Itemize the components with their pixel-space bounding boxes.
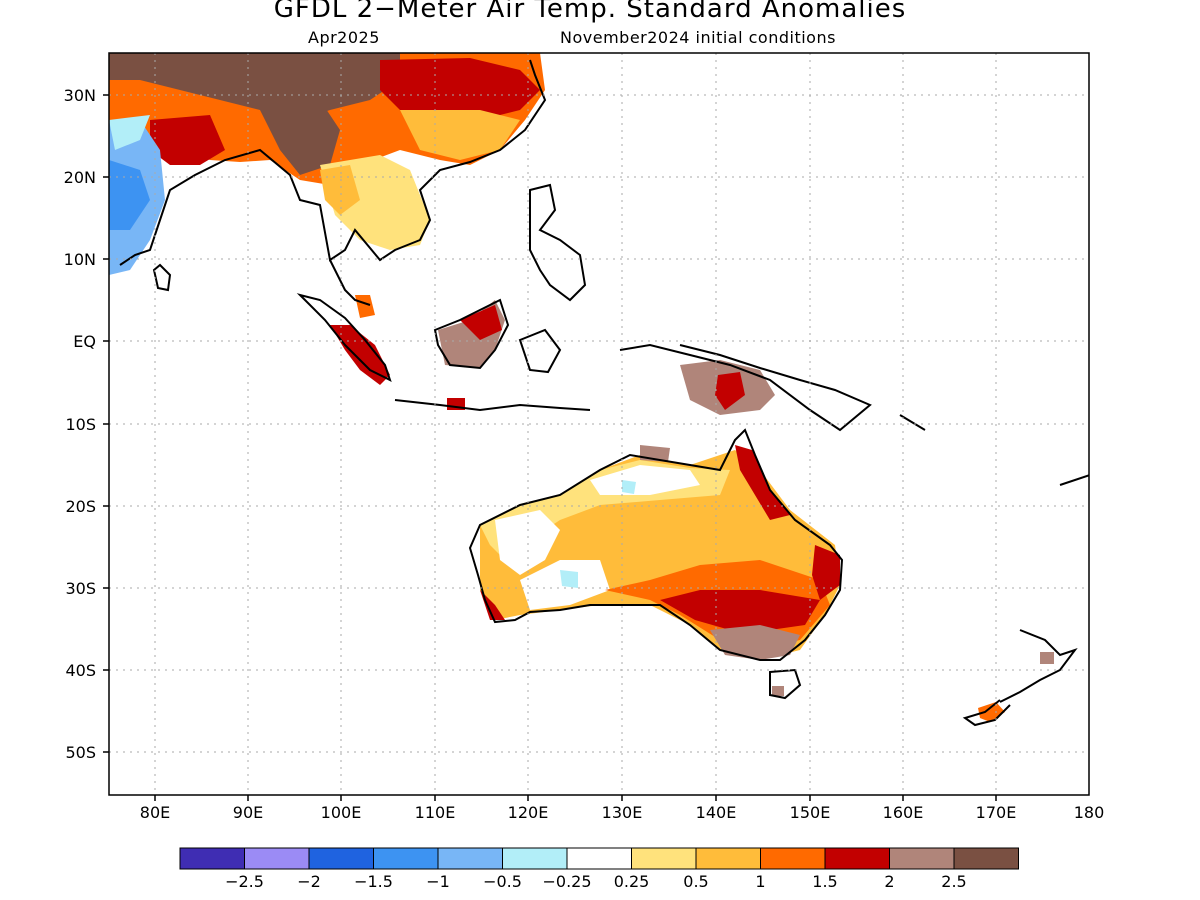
lon-label: 90E [232, 803, 264, 822]
lat-label: 30N [63, 86, 96, 105]
colorbar-swatch [695, 847, 761, 870]
colorbar-swatch [373, 847, 439, 870]
lon-label: 120E [507, 803, 549, 822]
colorbar-label: 2 [884, 872, 895, 891]
colorbar-label: 1 [755, 872, 766, 891]
colorbar [179, 847, 1019, 870]
lon-label: 160E [882, 803, 924, 822]
colorbar-label: 2.5 [941, 872, 967, 891]
colorbar-swatch [889, 847, 955, 870]
colorbar-swatch [566, 847, 632, 870]
colorbar-swatch [824, 847, 890, 870]
lon-label: 180 [1073, 803, 1105, 822]
colorbar-label: −0.5 [483, 872, 522, 891]
colorbar-label: 1.5 [812, 872, 838, 891]
coastlines [119, 59, 1089, 727]
lon-label: 110E [414, 803, 456, 822]
colorbar-label: 0.25 [613, 872, 650, 891]
colorbar-swatch [244, 847, 310, 870]
lat-label: 10N [63, 250, 96, 269]
lat-label: EQ [73, 332, 96, 351]
lat-label: 10S [65, 415, 96, 434]
lon-label: 130E [601, 803, 643, 822]
lon-label: 150E [789, 803, 831, 822]
target-month: Apr2025 [308, 28, 380, 47]
colorbar-label: −0.25 [542, 872, 592, 891]
colorbar-swatch [502, 847, 568, 870]
lat-label: 30S [65, 579, 96, 598]
colorbar-swatch [760, 847, 826, 870]
colorbar-label: −1.5 [354, 872, 393, 891]
colorbar-label: −2.5 [225, 872, 264, 891]
colorbar-label: −2 [297, 872, 321, 891]
colorbar-swatch [437, 847, 503, 870]
lon-label: 100E [320, 803, 362, 822]
colorbar-label: 0.5 [683, 872, 709, 891]
colorbar-label: −1 [426, 872, 450, 891]
lon-label: 80E [139, 803, 171, 822]
lat-label: 20N [63, 168, 96, 187]
colorbar-swatch [631, 847, 697, 870]
lat-label: 40S [65, 661, 96, 680]
map-title: GFDL 2−Meter Air Temp. Standard Anomalie… [273, 0, 907, 24]
lat-label: 50S [65, 743, 96, 762]
colorbar-swatch [308, 847, 374, 870]
initial-conditions: November2024 initial conditions [560, 28, 836, 47]
axis-ticks [103, 94, 997, 801]
colorbar-swatch [953, 847, 1019, 870]
lon-label: 140E [695, 803, 737, 822]
lon-label: 170E [975, 803, 1017, 822]
lat-label: 20S [65, 497, 96, 516]
colorbar-swatch [179, 847, 245, 870]
anomaly-field [109, 53, 1054, 722]
gridlines [109, 53, 1089, 795]
